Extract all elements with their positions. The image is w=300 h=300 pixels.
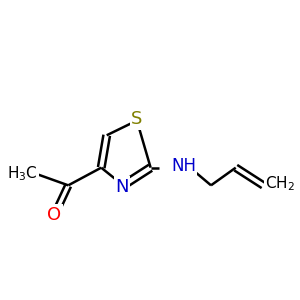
Text: O: O [47,206,61,224]
Text: CH$_2$: CH$_2$ [265,175,295,193]
Text: NH: NH [171,157,196,175]
Text: S: S [131,110,142,128]
Text: N: N [115,178,129,196]
Text: H$_3$C: H$_3$C [8,164,38,183]
